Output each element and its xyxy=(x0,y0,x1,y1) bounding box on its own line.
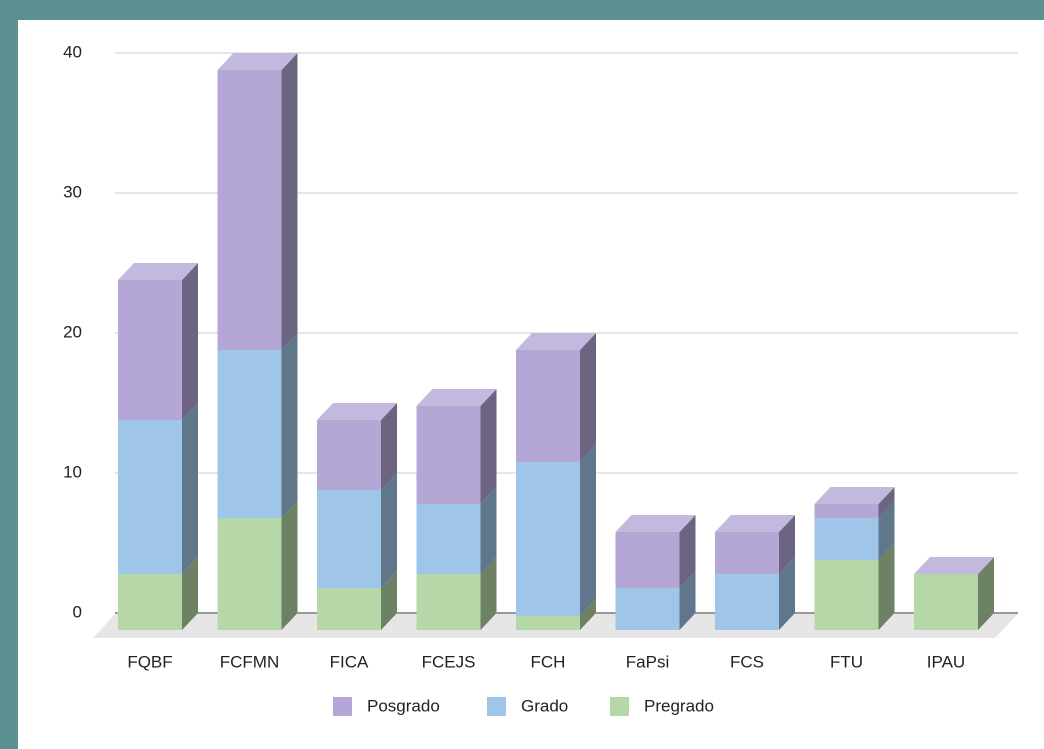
bar-segment xyxy=(118,403,198,574)
bar-front xyxy=(317,420,381,490)
legend-swatch xyxy=(487,697,506,716)
x-tick-label: FCEJS xyxy=(422,652,476,671)
legend-swatch xyxy=(333,697,352,716)
bar-side xyxy=(580,599,596,630)
bar-front xyxy=(118,280,182,420)
bar-front xyxy=(217,70,282,350)
bar-side xyxy=(281,53,298,350)
bar-front xyxy=(715,574,779,630)
bar-front xyxy=(416,574,481,630)
bar-front xyxy=(615,532,680,588)
bar-front xyxy=(317,490,381,588)
bar-front xyxy=(814,560,879,630)
bar-segment xyxy=(814,487,895,518)
bar-segment xyxy=(715,515,795,574)
bar-top xyxy=(516,333,596,350)
bar-segment xyxy=(516,333,596,462)
bar-front xyxy=(814,504,879,518)
bar-segment xyxy=(416,389,497,504)
bar-segment xyxy=(416,557,497,630)
legend-label: Posgrado xyxy=(367,696,440,715)
bar-side xyxy=(878,501,895,560)
bar-front xyxy=(317,588,381,630)
bar-segment xyxy=(217,501,298,630)
bar-segment xyxy=(317,571,397,630)
bar-segment xyxy=(416,487,497,574)
bar-segment xyxy=(317,403,397,490)
bar-front xyxy=(217,350,282,518)
x-tick-label: FICA xyxy=(330,652,369,671)
x-tick-label: FQBF xyxy=(127,652,172,671)
bar-top xyxy=(317,403,397,420)
bar-segment xyxy=(516,599,596,630)
bar-side xyxy=(182,403,198,574)
bar-front xyxy=(615,588,680,630)
bar-front xyxy=(516,350,580,462)
bar-side xyxy=(182,557,198,630)
bar-segment xyxy=(317,473,397,588)
bar-front xyxy=(118,420,182,574)
bar-front xyxy=(914,574,978,630)
bar-side xyxy=(580,445,596,616)
bar-side xyxy=(480,389,497,504)
bar-front xyxy=(516,616,580,630)
bar-front xyxy=(814,518,879,560)
legend-swatch xyxy=(610,697,629,716)
bar-segment xyxy=(516,445,596,616)
bar-side xyxy=(878,487,895,518)
bar-front xyxy=(516,462,580,616)
bar-side xyxy=(779,557,795,630)
y-tick-label: 40 xyxy=(63,42,82,61)
bar-side xyxy=(779,515,795,574)
bar-top xyxy=(217,53,298,70)
bar-segment xyxy=(715,557,795,630)
bar-segment xyxy=(217,333,298,518)
bar-front xyxy=(416,406,481,504)
bar-top xyxy=(118,263,198,280)
bar-top xyxy=(715,515,795,532)
bar-segment xyxy=(217,53,298,350)
bar-side xyxy=(480,557,497,630)
bar-top xyxy=(615,515,696,532)
legend-label: Pregrado xyxy=(644,696,714,715)
bar-side xyxy=(381,403,397,490)
bar-segment xyxy=(615,571,696,630)
bar-top xyxy=(914,557,994,574)
bar-side xyxy=(580,333,596,462)
bar-side xyxy=(978,557,994,630)
y-tick-label: 0 xyxy=(73,602,82,621)
bar-side xyxy=(281,333,298,518)
bar-front xyxy=(416,504,481,574)
legend-label: Grado xyxy=(521,696,568,715)
bar-segment xyxy=(814,501,895,560)
bar-segment xyxy=(914,557,994,630)
bar-side xyxy=(878,543,895,630)
x-tick-label: IPAU xyxy=(927,652,965,671)
bar-front xyxy=(217,518,282,630)
bar-segment xyxy=(814,543,895,630)
bar-side xyxy=(679,515,696,588)
bar-segment xyxy=(118,557,198,630)
x-tick-label: FCFMN xyxy=(220,652,279,671)
x-tick-label: FaPsi xyxy=(626,652,669,671)
x-tick-label: FCH xyxy=(531,652,566,671)
bar-top xyxy=(416,389,497,406)
bar-front xyxy=(118,574,182,630)
bar-side xyxy=(381,571,397,630)
y-tick-label: 10 xyxy=(63,462,82,481)
bar-side xyxy=(679,571,696,630)
y-tick-label: 20 xyxy=(63,322,82,341)
bar-side xyxy=(281,501,298,630)
bar-front xyxy=(715,532,779,574)
bar-side xyxy=(182,263,198,420)
bar-side xyxy=(480,487,497,574)
x-tick-label: FTU xyxy=(830,652,863,671)
bar-segment xyxy=(118,263,198,420)
x-tick-label: FCS xyxy=(730,652,764,671)
bar-side xyxy=(381,473,397,588)
bar-top xyxy=(814,487,895,504)
y-tick-label: 30 xyxy=(63,182,82,201)
bar-segment xyxy=(615,515,696,588)
